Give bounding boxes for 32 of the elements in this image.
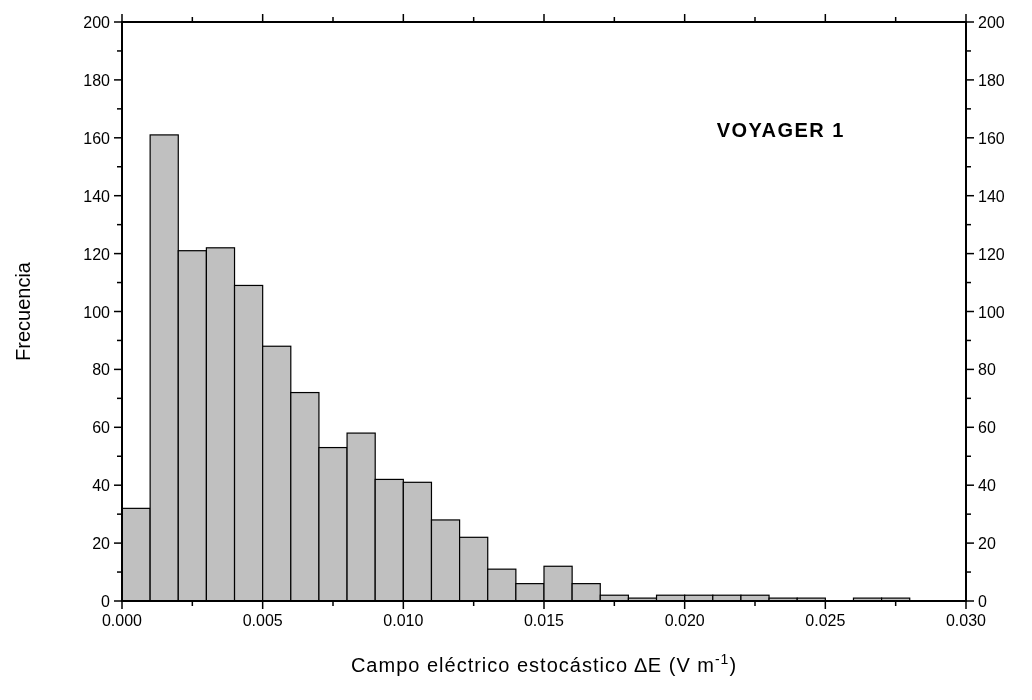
x-tick-label: 0.005 <box>242 612 283 629</box>
y-axis-title: Frecuencia <box>12 261 34 361</box>
y2-tick-label: 120 <box>978 245 1005 263</box>
y2-tick-label: 60 <box>978 419 996 437</box>
y2-tick-label: 100 <box>978 303 1005 321</box>
y2-tick-label: 20 <box>978 535 996 553</box>
y-tick-label: 200 <box>83 14 111 31</box>
y-tick-label: 180 <box>83 71 111 89</box>
y-tick-label: 100 <box>83 303 111 321</box>
y2-tick-label: 80 <box>978 361 996 379</box>
y-tick-label: 140 <box>83 187 111 205</box>
y-tick-label: 20 <box>92 535 111 553</box>
y-tick-label: 160 <box>83 129 111 147</box>
y-tick-label: 80 <box>92 361 111 379</box>
y2-tick-label: 40 <box>978 477 996 495</box>
x-axis-title: Campo eléctrico estocástico ∆E (V m$^{-1}$) <box>350 651 738 676</box>
annotation: VOYAGER 1 <box>716 119 845 141</box>
y-tick-label: 40 <box>92 477 111 495</box>
y-tick-label: 60 <box>92 419 111 437</box>
y2-tick-label: 200 <box>978 14 1005 31</box>
x-tick-label: 0.015 <box>523 612 565 629</box>
x-tick-label: 0.010 <box>383 612 424 629</box>
x-tick-label: 0.000 <box>101 612 143 629</box>
y-tick-label: 0 <box>101 593 111 610</box>
y2-tick-label: 140 <box>978 187 1005 205</box>
y2-tick-label: 160 <box>978 129 1005 147</box>
x-tick-label: 0.025 <box>805 612 846 629</box>
y2-tick-label: 180 <box>978 71 1005 89</box>
x-tick-label: 0.020 <box>664 612 705 629</box>
y-tick-label: 120 <box>83 245 111 263</box>
x-tick-label: 0.030 <box>945 612 987 629</box>
y2-tick-label: 0 <box>978 593 987 610</box>
